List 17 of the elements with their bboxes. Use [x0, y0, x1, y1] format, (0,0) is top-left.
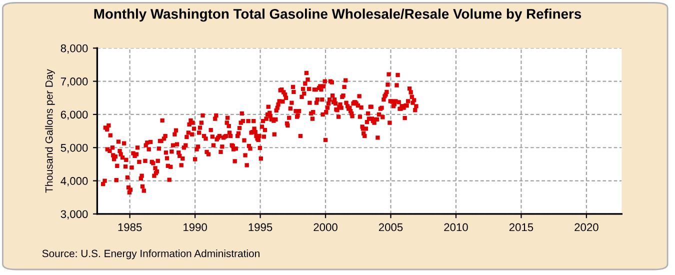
y-tick-label: 6,000 — [60, 110, 88, 120]
x-tick-label: 1995 — [248, 223, 272, 232]
y-tick-label: 5,000 — [60, 144, 88, 154]
y-tick-label: 8,000 — [60, 44, 88, 54]
x-tick-label: 1985 — [118, 223, 142, 232]
y-tick-label: 4,000 — [60, 177, 88, 186]
x-tick-label: 2005 — [378, 223, 403, 232]
x-tick-label: 2000 — [314, 223, 338, 232]
x-tick-label: 2015 — [509, 223, 534, 232]
x-tick-label: 2010 — [444, 223, 468, 232]
y-tick-label: 7,000 — [60, 78, 88, 87]
x-tick-label: 2020 — [574, 223, 598, 232]
x-tick-label: 1990 — [184, 223, 207, 232]
source-note: Source: U.S. Energy Information Administration — [42, 250, 260, 260]
y-axis-title: Thousand Gallons per Day — [45, 69, 55, 193]
y-tick-label: 3,000 — [60, 210, 88, 220]
chart-title: Monthly Washington Total Gasoline Wholesale/Resale Volume by Refiners — [94, 8, 582, 22]
